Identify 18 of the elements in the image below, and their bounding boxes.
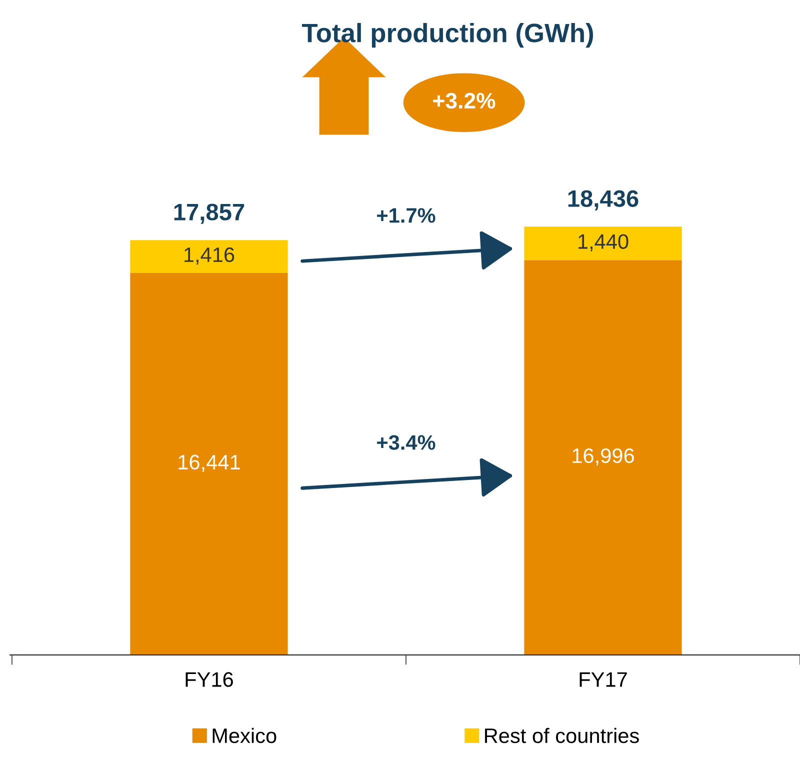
bar: [524, 260, 682, 655]
chart-title: Total production (GWh): [302, 22, 594, 48]
bar: [524, 226, 682, 260]
legend-label: Mexico: [212, 728, 276, 744]
data-label: 1,416: [184, 247, 234, 265]
bar: [130, 272, 288, 655]
text: +3.2%: [433, 92, 496, 109]
data-label: 1,440: [578, 234, 628, 252]
text: +1.7%: [377, 208, 436, 223]
legend-label: Rest of countries: [485, 728, 639, 744]
bar: [130, 240, 288, 273]
data-label: 16,996: [572, 448, 634, 466]
annotation: +3.4%: [377, 435, 436, 450]
total-label: 17,857: [174, 204, 244, 224]
x-tick-label: FY17: [580, 672, 627, 687]
x-tick-label: FY16: [186, 672, 233, 687]
data-label: 16,441: [178, 454, 240, 472]
total-label: 18,436: [568, 190, 638, 210]
